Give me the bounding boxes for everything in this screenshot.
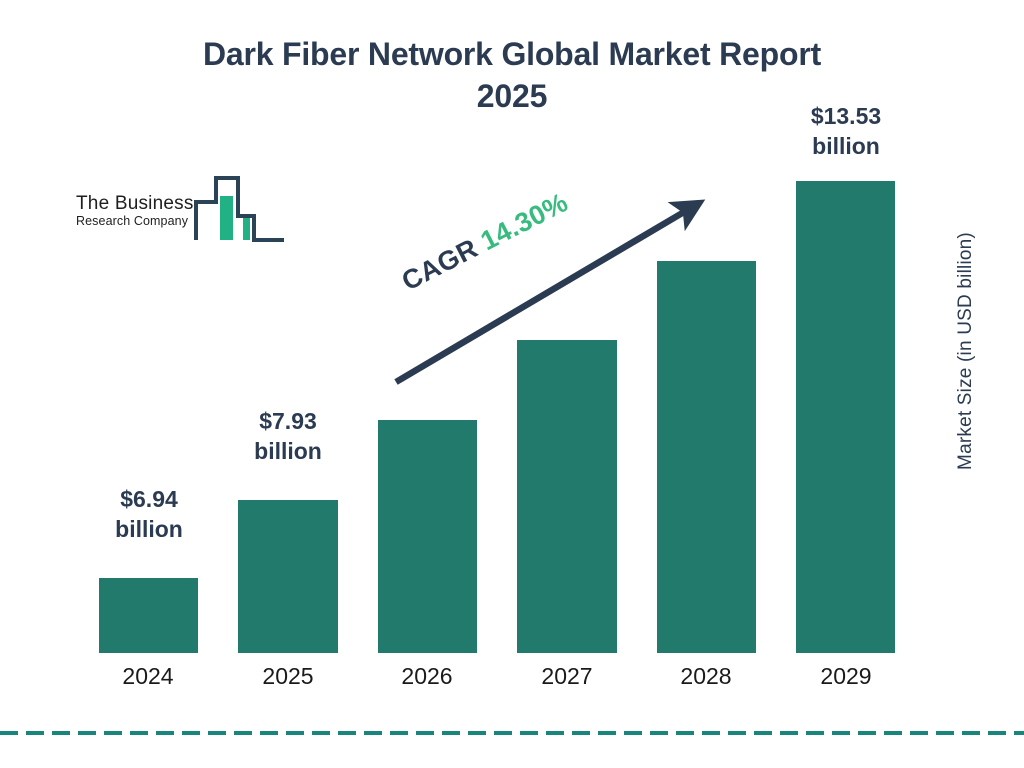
page-title-line-2: 2025 bbox=[476, 77, 548, 114]
bar-2025[interactable] bbox=[238, 500, 338, 653]
bar-value-2025-unit: billion bbox=[254, 437, 322, 464]
page-title: Dark Fiber Network Global Market Report … bbox=[112, 34, 912, 117]
cagr-value: 14.30% bbox=[475, 187, 573, 257]
bar-value-2024-unit: billion bbox=[115, 515, 183, 542]
bar-value-2025: $7.93 billion bbox=[213, 407, 363, 467]
page-title-line-1: Dark Fiber Network Global Market Report bbox=[202, 36, 822, 72]
brand-logo-line-1: The Business bbox=[76, 193, 194, 214]
brand-logo-bars-icon bbox=[194, 176, 284, 242]
bar-2028[interactable] bbox=[657, 261, 756, 653]
bar-2026[interactable] bbox=[378, 420, 477, 653]
bar-value-2025-amount: $7.93 bbox=[259, 408, 317, 434]
bar-value-2029-unit: billion bbox=[812, 132, 880, 159]
x-tick-2025: 2025 bbox=[262, 663, 314, 689]
x-tick-2029: 2029 bbox=[820, 663, 872, 689]
brand-logo-text: The Business Research Company bbox=[76, 194, 208, 230]
bar-value-2029: $13.53 billion bbox=[771, 102, 921, 162]
x-tick-2027: 2027 bbox=[541, 663, 593, 689]
brand-logo: The Business Research Company bbox=[76, 172, 286, 248]
x-tick-2028: 2028 bbox=[680, 663, 732, 689]
bar-2027[interactable] bbox=[517, 340, 617, 653]
bar-value-2024: $6.94 billion bbox=[74, 485, 224, 545]
bar-2029[interactable] bbox=[796, 181, 895, 653]
bar-value-2029-amount: $13.53 bbox=[810, 103, 882, 129]
brand-logo-line-2: Research Company bbox=[76, 214, 189, 228]
x-tick-2024: 2024 bbox=[122, 663, 174, 689]
x-tick-2026: 2026 bbox=[401, 663, 453, 689]
bar-value-2024-amount: $6.94 bbox=[120, 486, 178, 512]
cagr-label: CAGR bbox=[396, 233, 483, 297]
y-axis-title: Market Size (in USD billion) bbox=[955, 232, 976, 470]
cagr-annotation: CAGR 14.30% bbox=[397, 187, 573, 297]
bar-2024[interactable] bbox=[99, 578, 198, 653]
footer-divider bbox=[0, 731, 1024, 735]
